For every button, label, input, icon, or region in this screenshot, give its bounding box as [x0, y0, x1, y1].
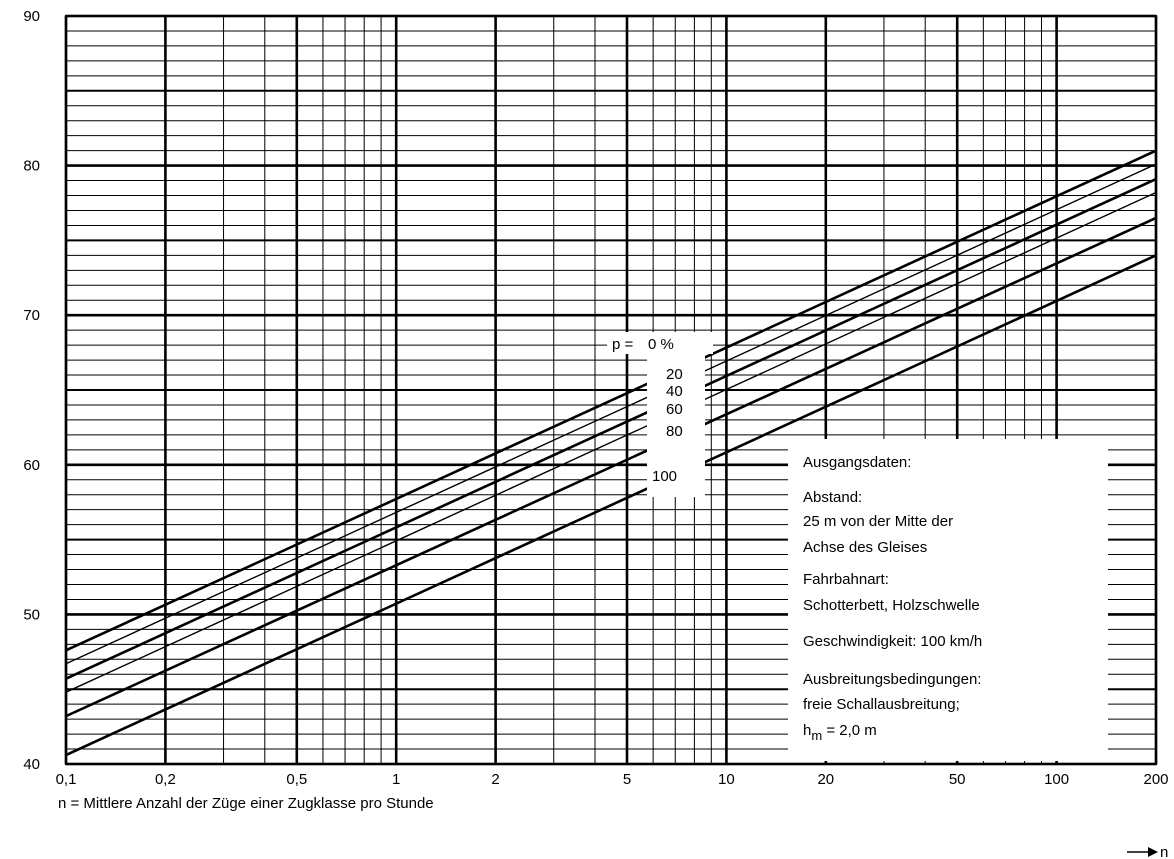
p-values-background	[647, 351, 705, 497]
series-line	[65, 163, 1157, 665]
x-tick-labels: 0,1 0,2 0,5 1 2 5 10 20 50 100 200	[56, 771, 1169, 788]
x-tick-label: 100	[1044, 771, 1069, 788]
x-tick-label: 0,2	[155, 771, 176, 788]
x-axis-arrow-label: n	[1160, 844, 1168, 859]
x-tick-label: 0,1	[56, 771, 77, 788]
y-tick-label: 40	[23, 756, 40, 773]
p-value-label: 40	[666, 383, 683, 400]
x-tick-label: 2	[491, 771, 499, 788]
x-tick-label: 10	[718, 771, 735, 788]
x-tick-label: 5	[623, 771, 631, 788]
p-value-label: 0 %	[648, 336, 674, 353]
x-axis-arrow: n	[1127, 844, 1168, 859]
series-line	[65, 177, 1157, 680]
p-label-prefix: p =	[612, 336, 634, 353]
annotation-line: freie Schallausbreitung;	[803, 696, 960, 713]
p-value-label: 100	[652, 468, 677, 485]
annotation-line: Ausbreitungsbedingungen:	[803, 671, 981, 688]
series-lines	[65, 149, 1157, 757]
y-tick-label: 90	[23, 8, 40, 25]
annotation-line: Achse des Gleises	[803, 539, 927, 556]
annotation-line: Ausgangsdaten:	[803, 454, 911, 471]
annotation-line: Schotterbett, Holzschwelle	[803, 597, 980, 614]
p-value-label: 80	[666, 423, 683, 440]
x-tick-label: 200	[1143, 771, 1168, 788]
p-value-label: 60	[666, 401, 683, 418]
annotation-box	[788, 439, 1108, 761]
plot-frame	[64, 14, 1158, 766]
annotation-hm-line: hm = 2,0 m	[803, 722, 877, 743]
annotation-line: 25 m von der Mitte der	[803, 513, 953, 530]
x-tick-label: 1	[392, 771, 400, 788]
annotation-line: Fahrbahnart:	[803, 571, 889, 588]
x-tick-label: 50	[949, 771, 966, 788]
series-line	[65, 216, 1157, 718]
p-value-label: 20	[666, 366, 683, 383]
series-line	[65, 254, 1157, 757]
x-axis-label: n = Mittlere Anzahl der Züge einer Zugkl…	[58, 795, 434, 812]
y-tick-label: 80	[23, 158, 40, 175]
p-label-background	[607, 332, 713, 354]
y-tick-labels: 40 50 60 70 80 90	[23, 8, 40, 773]
series-line	[65, 149, 1157, 652]
y-tick-label: 60	[23, 457, 40, 474]
annotation-line: Abstand:	[803, 489, 862, 506]
y-tick-label: 70	[23, 307, 40, 324]
annotation-line: Geschwindigkeit: 100 km/h	[803, 633, 982, 650]
y-tick-label: 50	[23, 606, 40, 623]
x-tick-label: 20	[817, 771, 834, 788]
series-line	[65, 191, 1157, 693]
x-tick-label: 0,5	[286, 771, 307, 788]
